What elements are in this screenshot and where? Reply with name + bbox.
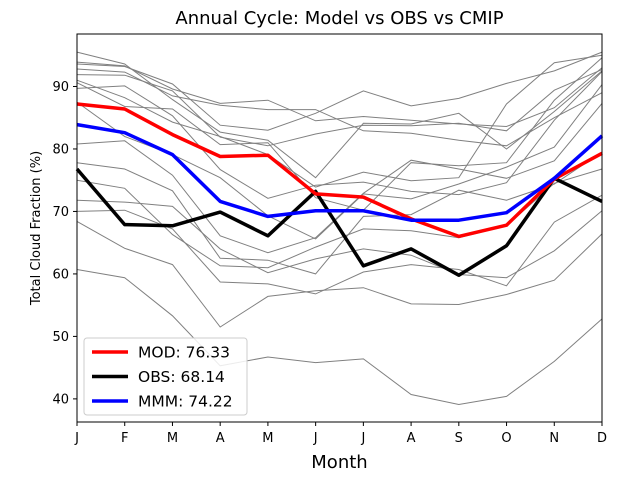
legend-label-mod: MOD: 76.33	[138, 344, 230, 362]
cmip-line-16	[76, 269, 603, 406]
x-tick-label: D	[597, 431, 607, 446]
x-axis-label: Month	[311, 452, 367, 473]
cmip-line-1	[76, 51, 603, 179]
y-tick-label: 60	[52, 267, 69, 282]
y-tick-label: 50	[52, 330, 69, 345]
x-tick-label: J	[360, 431, 365, 446]
legend: MOD: 76.33 OBS: 68.14 MMM: 74.22	[83, 337, 248, 416]
y-tick-label: 70	[52, 205, 69, 220]
plot-frame	[76, 33, 603, 423]
cmip-line-11	[76, 151, 603, 275]
x-tick-label: F	[121, 431, 128, 446]
obs-line	[75, 167, 603, 277]
x-tick-label: J	[313, 431, 318, 446]
cmip-line-3	[76, 51, 603, 131]
x-tick-label: A	[407, 431, 416, 446]
x-tick-label: M	[167, 431, 178, 446]
main-series-group	[75, 102, 604, 277]
x-tick-label: N	[549, 431, 559, 446]
x-tick-label: J	[74, 431, 79, 446]
x-tick-label: A	[216, 431, 225, 446]
legend-box	[83, 337, 248, 416]
y-axis: 40 50 60 70 80 90	[52, 80, 77, 407]
cmip-line-4	[76, 68, 603, 147]
cmip-line-13	[76, 199, 603, 279]
y-tick-label: 80	[52, 142, 69, 157]
chart-title: Annual Cycle: Model vs OBS vs CMIP	[175, 8, 503, 29]
cmip-line-7	[76, 57, 603, 211]
cmip-line-8	[76, 71, 603, 199]
cmip-line-10	[76, 103, 603, 254]
cmip-line-15	[76, 220, 603, 328]
mmm-line	[76, 122, 604, 222]
y-axis-label: Total Cloud Fraction (%)	[29, 151, 44, 306]
plot-area	[75, 33, 604, 423]
cmip-line-5	[76, 69, 603, 147]
y-tick-label: 90	[52, 80, 69, 95]
cmip-line-6	[76, 54, 603, 188]
cmip-line-2	[76, 61, 603, 128]
legend-label-mmm: MMM: 74.22	[138, 393, 233, 411]
y-tick-label: 40	[52, 392, 69, 407]
x-tick-label: S	[455, 431, 463, 446]
mod-line	[76, 102, 603, 239]
legend-label-obs: OBS: 68.14	[138, 368, 225, 386]
x-tick-label: M	[262, 431, 273, 446]
x-tick-label: O	[501, 431, 511, 446]
